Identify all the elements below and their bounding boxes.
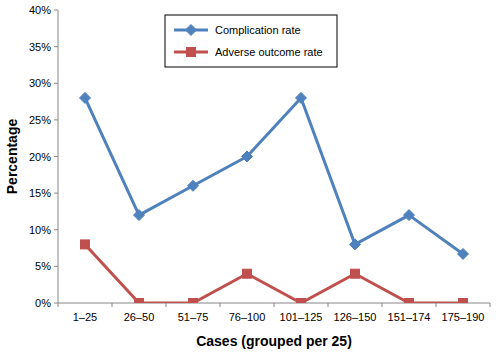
y-tick-label: 5% — [35, 260, 51, 272]
y-tick-label: 15% — [29, 187, 51, 199]
series-marker — [459, 299, 468, 304]
series-marker — [81, 240, 90, 249]
y-axis-title: Percentage — [4, 119, 20, 195]
y-tick — [54, 83, 58, 84]
x-tick — [436, 303, 437, 307]
legend-box — [165, 15, 337, 67]
legend-marker — [186, 25, 197, 36]
series-marker — [351, 269, 360, 278]
x-tick — [58, 303, 59, 307]
y-tick-label: 0% — [35, 297, 51, 309]
y-tick — [54, 303, 58, 304]
y-tick-label: 25% — [29, 114, 51, 126]
series-marker — [242, 151, 253, 162]
y-tick-label: 35% — [29, 41, 51, 53]
x-axis-title: Cases (grouped per 25) — [196, 333, 352, 349]
series-marker — [458, 248, 469, 259]
x-tick-label: 26–50 — [124, 311, 155, 323]
series-marker — [188, 180, 199, 191]
x-tick-label: 76–100 — [229, 311, 266, 323]
y-tick — [54, 119, 58, 120]
x-tick — [220, 303, 221, 307]
x-tick-label: 126–150 — [334, 311, 377, 323]
legend: Complication rate Adverse outcome rate — [165, 15, 337, 67]
series-marker — [135, 299, 144, 304]
series-marker — [350, 239, 361, 250]
series-marker — [80, 92, 91, 103]
x-tick — [490, 303, 491, 307]
x-tick — [328, 303, 329, 307]
series-marker — [296, 92, 307, 103]
series-marker — [134, 210, 145, 221]
series-marker — [405, 299, 414, 304]
y-tick-label: 20% — [29, 151, 51, 163]
series-line — [85, 98, 463, 254]
x-tick-label: 101–125 — [280, 311, 323, 323]
y-tick — [54, 156, 58, 157]
chart: 0% 5% 10% 15% 20% 25% 30% 35% 40% 1–25 26–50 51–75 7… — [0, 0, 500, 357]
series-line — [85, 244, 463, 303]
x-tick-label: 151–174 — [388, 311, 431, 323]
y-tick — [54, 266, 58, 267]
series-marker — [404, 210, 415, 221]
y-tick-label: 10% — [29, 224, 51, 236]
y-tick-label: 40% — [29, 4, 51, 16]
plot-area — [80, 92, 469, 303]
legend-marker — [187, 48, 196, 57]
x-tick-label: 51–75 — [178, 311, 209, 323]
legend-label: Complication rate — [215, 24, 301, 36]
series-marker — [297, 299, 306, 304]
x-tick — [382, 303, 383, 307]
y-tick-label: 30% — [29, 77, 51, 89]
x-tick — [112, 303, 113, 307]
legend-label: Adverse outcome rate — [215, 46, 323, 58]
x-tick-label: 1–25 — [73, 311, 97, 323]
series-marker — [243, 269, 252, 278]
series-marker — [189, 299, 198, 304]
y-tick — [54, 46, 58, 47]
x-tick — [166, 303, 167, 307]
y-tick — [54, 229, 58, 230]
x-tick-label: 175–190 — [442, 311, 485, 323]
y-tick — [54, 10, 58, 11]
x-tick — [274, 303, 275, 307]
y-tick — [54, 193, 58, 194]
